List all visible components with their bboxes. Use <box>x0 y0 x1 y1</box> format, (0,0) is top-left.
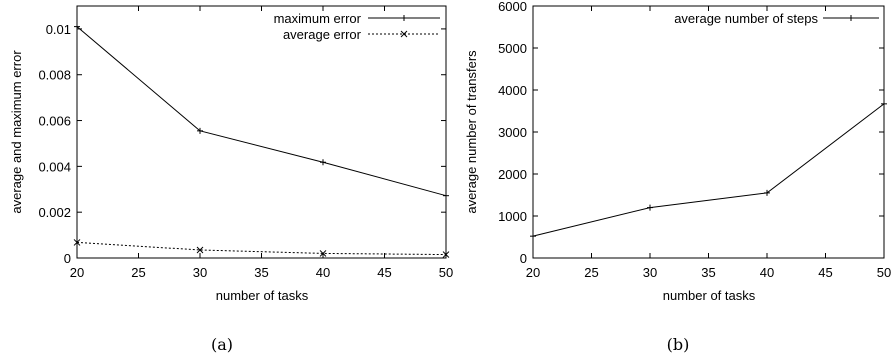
y-tick-label: 1000 <box>498 209 527 224</box>
y-axis-label: average number of transfers <box>464 50 479 214</box>
x-axis-label: number of tasks <box>216 288 309 303</box>
series-line <box>76 241 447 256</box>
plot-frame <box>532 5 885 259</box>
x-tick-label: 35 <box>254 265 268 280</box>
plot-frame <box>76 5 447 259</box>
chart-caption: (b) <box>667 335 690 354</box>
x-tick-label: 20 <box>70 265 84 280</box>
chart-a: 20 25 30 35 40 45 50 0 0.002 0.004 0.006 0.008 0.01 n… <box>9 5 453 354</box>
x-tick-label: 25 <box>131 265 145 280</box>
x-tick-label: 50 <box>439 265 453 280</box>
x-axis-label: number of tasks <box>663 288 756 303</box>
y-tick-label: 4000 <box>498 83 527 98</box>
legend-marker <box>400 30 408 38</box>
data-point <box>319 250 327 257</box>
x-tick-label: 50 <box>877 265 891 280</box>
series-line <box>76 26 447 197</box>
legend-label: average number of steps <box>674 11 818 26</box>
y-tick-label: 0 <box>64 251 71 266</box>
data-point <box>442 251 450 258</box>
data-point <box>196 246 204 254</box>
x-tick-label: 45 <box>377 265 391 280</box>
y-tick-label: 0.01 <box>46 22 71 37</box>
x-tick-label: 20 <box>526 265 540 280</box>
y-axis-label: average and maximum error <box>9 50 24 214</box>
x-tick-label: 40 <box>760 265 774 280</box>
y-tick-label: 3000 <box>498 125 527 140</box>
y-tick-label: 0.004 <box>38 159 71 174</box>
x-tick-label: 45 <box>818 265 832 280</box>
legend-label: maximum error <box>274 11 362 26</box>
y-tick-label: 0.008 <box>38 68 71 83</box>
x-tick-label: 30 <box>643 265 657 280</box>
y-tick-label: 0.006 <box>38 114 71 129</box>
y-tick-label: 6000 <box>498 0 527 14</box>
y-tick-label: 2000 <box>498 167 527 182</box>
legend-label: average error <box>283 27 362 42</box>
chart-b: 20 25 30 35 40 45 50 0 1000 2000 3000 4000 5000 6000 n… <box>464 0 891 354</box>
x-tick-label: 35 <box>701 265 715 280</box>
y-tick-label: 5000 <box>498 41 527 56</box>
x-tick-label: 25 <box>584 265 598 280</box>
y-tick-label: 0.002 <box>38 205 71 220</box>
y-tick-label: 0 <box>520 251 527 266</box>
x-tick-label: 40 <box>316 265 330 280</box>
series-line <box>532 103 885 237</box>
data-point <box>73 239 81 246</box>
x-tick-label: 30 <box>193 265 207 280</box>
chart-caption: (a) <box>211 335 233 354</box>
